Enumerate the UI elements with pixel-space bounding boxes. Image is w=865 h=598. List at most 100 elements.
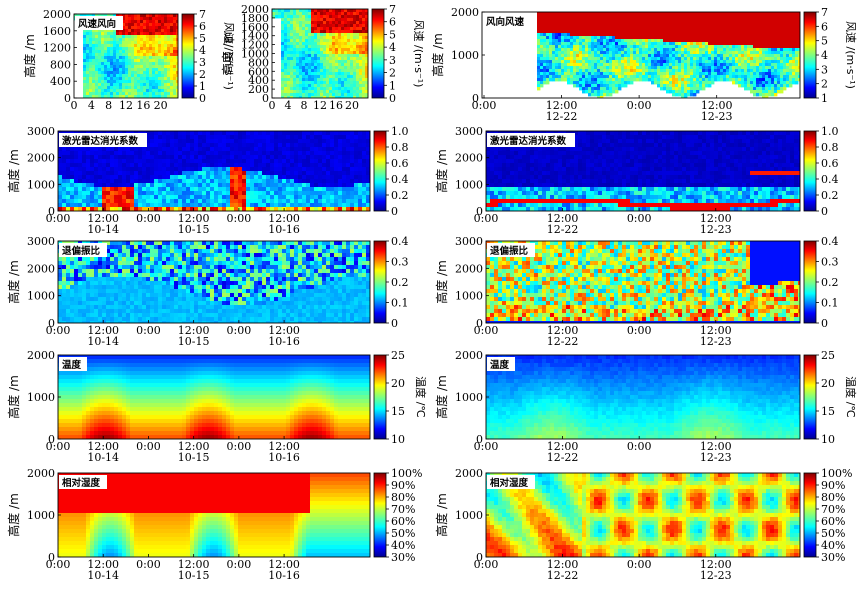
dep_l-ytick-0: 0 — [48, 317, 55, 330]
ext_l-cbtick-1: 0.2 — [391, 189, 409, 202]
dep_l-ytick-2: 2000 — [27, 262, 55, 275]
wind_b-colorbar — [371, 8, 385, 99]
rh_l-colorbar — [373, 472, 387, 558]
ext_r-cbtick-1: 0.2 — [821, 189, 839, 202]
ext_r-cbtick-5: 1.0 — [821, 125, 839, 138]
dep_l-date-1: 10-15 — [178, 335, 210, 348]
ext_l-ytick-1: 1000 — [27, 178, 55, 191]
ext_l-cbtick-0: 0 — [391, 205, 398, 218]
wind_b-ylabel: 高度 /m — [220, 32, 235, 76]
rh_l-date-1: 10-15 — [178, 569, 210, 582]
ext_l-date-2: 10-16 — [268, 223, 300, 236]
tmp_r-cbtick-1: 15 — [821, 405, 835, 418]
tmp_l-xtick-5: 12:00 — [268, 440, 300, 453]
ext_l-cbtick-2: 0.4 — [391, 173, 409, 186]
wind_b-xtick-3: 12 — [313, 99, 327, 112]
ext_r-xtick-1: 12:00 — [547, 212, 579, 225]
tmp_r-date-0: 12-22 — [547, 451, 579, 464]
tmp_r-ytick-1: 1000 — [455, 391, 483, 404]
dep_l-ylabel: 高度 /m — [6, 260, 21, 304]
tmp_l-xtick-4: 0:00 — [227, 440, 252, 453]
wind_b-cbtick-0: 0 — [389, 92, 396, 105]
wind_b-xtick-0: 0 — [269, 99, 276, 112]
rh_l-cbtick-3: 60% — [391, 515, 415, 528]
rh_l-cbtick-4: 70% — [391, 503, 415, 516]
rh_r-title: 相对湿度 — [490, 477, 529, 489]
dep_l-xtick-3: 12:00 — [178, 324, 210, 337]
rh_r-cbtick-7: 100% — [821, 467, 852, 480]
dep_r-date-0: 12-22 — [547, 335, 579, 348]
rh_r-ylabel: 高度 /m — [434, 493, 449, 537]
tmp_r-cbtick-0: 10 — [821, 433, 835, 446]
ext_l-cbtick-3: 0.6 — [391, 157, 409, 170]
wind_r-xtick-2: 0:00 — [627, 99, 652, 112]
dep_l-xtick-1: 12:00 — [87, 324, 119, 337]
wind_b-xtick-2: 8 — [301, 99, 308, 112]
dep_r-cbtick-3: 0.3 — [821, 256, 839, 269]
ext_r-ylabel: 高度 /m — [434, 149, 449, 193]
ext_r-date-0: 12-22 — [547, 223, 579, 236]
rh_r-ytick-1: 1000 — [455, 509, 483, 522]
tmp_r-ytick-2: 2000 — [455, 349, 483, 362]
dep_l-cbtick-1: 0.1 — [391, 297, 409, 310]
dep_l-title: 退偏振比 — [62, 245, 101, 257]
rh_r-cbtick-2: 50% — [821, 527, 845, 540]
rh_l-xtick-0: 0:00 — [46, 558, 71, 571]
wind_r-xtick-1: 12:00 — [546, 99, 578, 112]
wind_a-xtick-2: 8 — [105, 99, 112, 112]
wind_a-xtick-0: 0 — [71, 99, 78, 112]
rh_r-cbtick-0: 30% — [821, 551, 845, 564]
wind_a-xtick-3: 12 — [119, 99, 133, 112]
dep_r-xtick-3: 12:00 — [700, 324, 732, 337]
ext_l-cbtick-4: 0.8 — [391, 141, 409, 154]
dep_l-cbtick-0: 0 — [391, 317, 398, 330]
wind_b-ytick-7: 1400 — [241, 30, 269, 43]
rh_l-date-2: 10-16 — [268, 569, 300, 582]
ext_r-xtick-2: 0:00 — [627, 212, 652, 225]
wind_a-ylabel: 高度 /m — [22, 34, 37, 78]
dep_r-date-1: 12-23 — [700, 335, 732, 348]
tmp_l-ytick-2: 2000 — [27, 349, 55, 362]
wind_r-cbtick-6: 7 — [821, 6, 828, 19]
tmp_l-colorbar — [373, 354, 387, 440]
wind_r-date-0: 12-22 — [546, 110, 578, 123]
wind_r-date-1: 12-23 — [701, 110, 733, 123]
rh_l-ylabel: 高度 /m — [6, 493, 21, 537]
ext_r-xtick-0: 0:00 — [474, 212, 499, 225]
wind_r-cbtick-2: 3 — [821, 63, 828, 76]
panel-tmp_l: 0 1000 2000 高度 /m 0:00 12:00 0:00 12:00 0:00 12:0… — [6, 349, 428, 464]
wind_a-xtick-5: 20 — [154, 99, 168, 112]
wind_a-cbtick-2: 2 — [199, 68, 206, 81]
dep_l-cbtick-2: 0.2 — [391, 276, 409, 289]
rh_l-ytick-0: 0 — [48, 551, 55, 564]
wind_r-ylabel: 高度 /m — [430, 33, 445, 77]
tmp_l-cbtick-2: 20 — [391, 377, 405, 390]
wind_a-ytick-5: 2000 — [43, 8, 71, 21]
rh_l-xtick-2: 0:00 — [136, 558, 161, 571]
tmp_r-xtick-0: 0:00 — [474, 440, 499, 453]
dep_r-xtick-1: 12:00 — [547, 324, 579, 337]
rh_r-cbtick-3: 60% — [821, 515, 845, 528]
wind_a-cbtick-3: 3 — [199, 56, 206, 69]
dep_l-xtick-4: 0:00 — [227, 324, 252, 337]
ext_l-xtick-5: 12:00 — [268, 212, 300, 225]
rh_r-xtick-1: 12:00 — [547, 558, 579, 571]
dep_r-colorbar — [803, 240, 817, 324]
ext_l-colorbar — [373, 130, 387, 212]
ext_l-title: 激光雷达消光系数 — [62, 135, 139, 147]
wind_b-cbtick-3: 3 — [389, 54, 396, 67]
rh_l-cbtick-0: 30% — [391, 551, 415, 564]
tmp_r-cblabel: 温度 /℃ — [844, 376, 858, 418]
tmp_r-xtick-2: 0:00 — [627, 440, 652, 453]
tmp_l-ytick-1: 1000 — [27, 391, 55, 404]
wind_r-ytick-2: 2000 — [451, 6, 479, 19]
rh_r-cbtick-5: 80% — [821, 491, 845, 504]
wind_r-cbtick-1: 2 — [821, 78, 828, 91]
wind_a-xtick-4: 16 — [136, 99, 150, 112]
wind_b-cbtick-5: 5 — [389, 28, 396, 41]
rh_l-xtick-4: 0:00 — [227, 558, 252, 571]
tmp_l-date-0: 10-14 — [87, 451, 119, 464]
